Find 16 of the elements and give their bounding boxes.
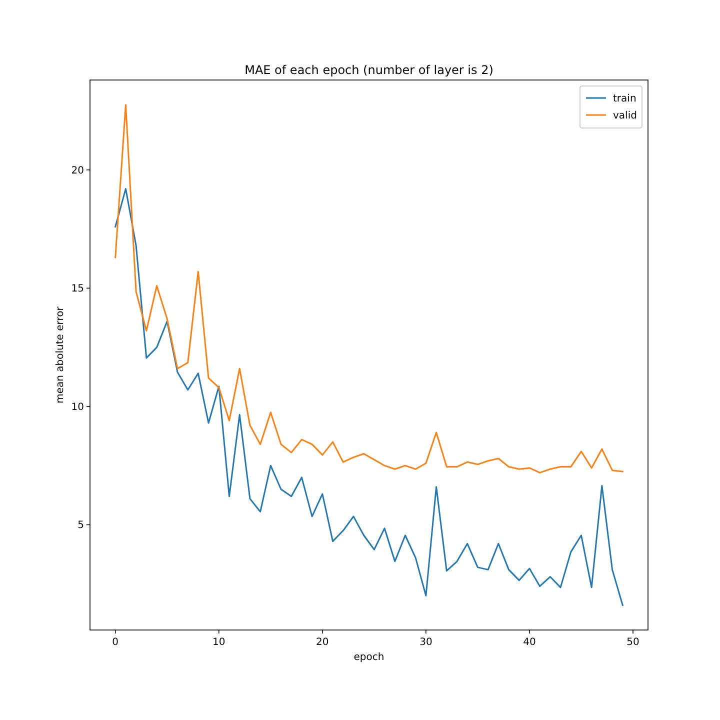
y-tick-label: 10 [71, 402, 84, 413]
legend-label: valid [613, 110, 637, 122]
x-axis-title: epoch [354, 652, 384, 663]
line-series [114, 188, 624, 606]
x-tick-label: 50 [626, 637, 640, 648]
x-tick-label: 10 [212, 637, 226, 648]
x-tick-label: 30 [420, 637, 432, 648]
legend-label: train [613, 94, 636, 104]
x-tick-label: 20 [316, 637, 329, 648]
chart-title: MAE of each epoch (number of layer is 2) [244, 63, 494, 77]
x-tick-label: 40 [523, 637, 536, 648]
y-tick-label: 15 [71, 284, 84, 295]
y-tick-label: 20 [71, 165, 84, 176]
y-axis-title: mean abolute error [55, 306, 66, 404]
x-tick-label: 0 [112, 637, 119, 648]
y-tick-label: 5 [78, 520, 84, 532]
